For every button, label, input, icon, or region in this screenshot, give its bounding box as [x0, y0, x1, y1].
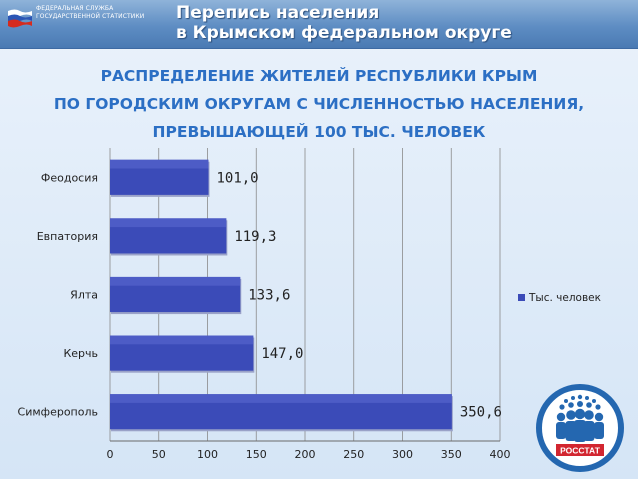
- x-tick-label: 350: [441, 448, 462, 461]
- x-tick-label: 0: [107, 448, 114, 461]
- data-label: 119,3: [234, 229, 276, 245]
- header-title-line-1: Перепись населения: [176, 3, 380, 23]
- chart-title-line-3: превышающей 100 тыс. человек: [152, 123, 486, 141]
- x-tick-label: 200: [295, 448, 316, 461]
- category-label: Феодосия: [41, 171, 98, 184]
- bar-highlight: [110, 394, 452, 403]
- chart-title: Распределение жителей Республики Крым по…: [0, 62, 638, 146]
- x-tick-label: 300: [392, 448, 413, 461]
- bar-highlight: [110, 335, 254, 345]
- x-tick-label: 250: [343, 448, 364, 461]
- category-label: Симферополь: [18, 406, 98, 419]
- legend-label: Тыс. человек: [528, 292, 601, 304]
- bar-highlight: [110, 218, 227, 228]
- agency-name: Федеральная служба государственной стати…: [36, 5, 168, 21]
- agency-line-2: государственной статистики: [36, 13, 145, 20]
- data-label: 133,6: [248, 288, 290, 304]
- data-label: 350,6: [460, 405, 502, 421]
- category-label: Керчь: [63, 347, 98, 360]
- data-label: 147,0: [261, 346, 303, 362]
- russian-flag-icon: [8, 9, 32, 28]
- category-label: Ялта: [70, 289, 98, 302]
- agency-line-1: Федеральная служба: [36, 5, 114, 12]
- category-label: Евпатория: [37, 230, 98, 243]
- rosstat-logo-icon: РОССТАТ: [536, 384, 624, 472]
- x-tick-label: 50: [152, 448, 166, 461]
- data-label: 101,0: [216, 170, 258, 186]
- x-tick-label: 100: [197, 448, 218, 461]
- header-title-line-2: в Крымском федеральном округе: [176, 23, 512, 43]
- legend-swatch: [518, 294, 525, 301]
- bar-highlight: [110, 276, 241, 286]
- header-title: Перепись населения в Крымском федерально…: [176, 3, 626, 43]
- chart-title-line-1: Распределение жителей Республики Крым: [100, 67, 538, 85]
- header-banner: Федеральная служба государственной стати…: [0, 0, 638, 49]
- x-tick-label: 400: [490, 448, 511, 461]
- chart-title-line-2: по городским округам с численностью насе…: [53, 95, 585, 113]
- x-tick-label: 150: [246, 448, 267, 461]
- bar-highlight: [110, 159, 209, 169]
- logo-label: РОССТАТ: [560, 446, 601, 456]
